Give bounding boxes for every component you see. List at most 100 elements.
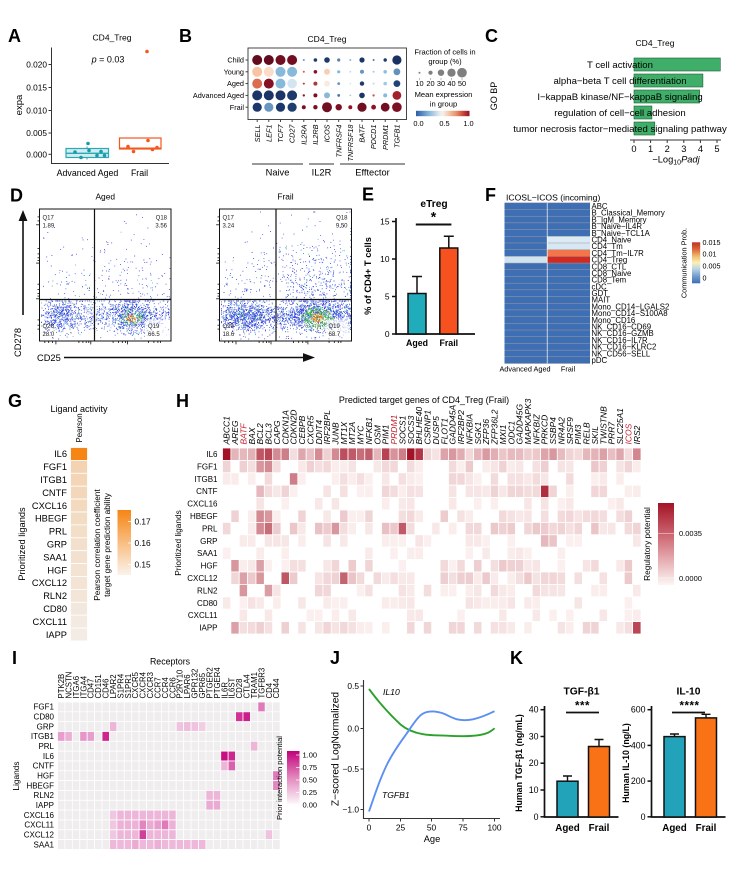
svg-text:Aged: Aged bbox=[662, 823, 687, 834]
svg-text:SLC25A1: SLC25A1 bbox=[615, 408, 625, 445]
svg-text:0: 0 bbox=[703, 274, 707, 283]
svg-text:regulation of cell−cell adhesi: regulation of cell−cell adhesion bbox=[554, 108, 685, 119]
svg-text:ODC1: ODC1 bbox=[506, 421, 516, 445]
svg-text:CD8_CTL: CD8_CTL bbox=[592, 262, 627, 271]
svg-text:0.0035: 0.0035 bbox=[679, 529, 702, 538]
svg-text:BHLHE40: BHLHE40 bbox=[414, 406, 424, 444]
svg-text:TGFB1: TGFB1 bbox=[382, 790, 410, 800]
svg-text:HGF: HGF bbox=[37, 772, 54, 781]
svg-text:CXCL16: CXCL16 bbox=[32, 501, 67, 511]
svg-text:30: 30 bbox=[437, 79, 445, 88]
svg-text:ICOSL−ICOS (incoming): ICOSL−ICOS (incoming) bbox=[506, 193, 600, 203]
svg-text:CSRNP1: CSRNP1 bbox=[423, 410, 433, 445]
svg-text:SOCS3: SOCS3 bbox=[406, 415, 416, 444]
svg-text:Q18: Q18 bbox=[336, 216, 348, 222]
svg-text:GADD45G: GADD45G bbox=[515, 403, 525, 444]
svg-text:*: * bbox=[431, 209, 437, 225]
svg-text:Advanced Aged: Advanced Aged bbox=[57, 168, 119, 178]
svg-text:3: 3 bbox=[681, 144, 686, 154]
svg-text:0: 0 bbox=[385, 329, 390, 339]
svg-text:CEBPB: CEBPB bbox=[297, 415, 307, 444]
svg-text:NK_CD16−IL7R: NK_CD16−IL7R bbox=[592, 336, 648, 345]
svg-text:0.0000: 0.0000 bbox=[679, 574, 702, 583]
svg-text:0.005: 0.005 bbox=[26, 128, 47, 138]
svg-text:SAA1: SAA1 bbox=[34, 840, 55, 849]
svg-text:Aged: Aged bbox=[555, 823, 580, 834]
svg-text:RELB: RELB bbox=[582, 422, 592, 445]
svg-text:IL2R: IL2R bbox=[312, 168, 332, 178]
svg-text:0.01: 0.01 bbox=[703, 250, 717, 259]
svg-text:IL6ST: IL6ST bbox=[228, 677, 237, 698]
svg-text:CD80: CD80 bbox=[197, 599, 218, 608]
svg-text:IRF2BP2: IRF2BP2 bbox=[456, 410, 466, 445]
svg-text:Human IL-10 (ng/L): Human IL-10 (ng/L) bbox=[621, 723, 631, 803]
svg-text:IL6: IL6 bbox=[54, 449, 67, 459]
svg-text:OSM: OSM bbox=[372, 424, 382, 444]
svg-text:Receptors: Receptors bbox=[150, 657, 191, 667]
svg-text:BATF: BATF bbox=[358, 124, 367, 143]
svg-text:20: 20 bbox=[529, 758, 539, 768]
svg-text:0.010: 0.010 bbox=[26, 106, 47, 116]
svg-text:68.7: 68.7 bbox=[329, 332, 341, 338]
svg-text:PRDM1: PRDM1 bbox=[381, 125, 390, 151]
svg-text:C: C bbox=[485, 26, 498, 46]
svg-text:PIM1: PIM1 bbox=[381, 424, 391, 444]
svg-text:Frail: Frail bbox=[440, 338, 459, 348]
svg-text:TWISTNB: TWISTNB bbox=[598, 406, 608, 445]
svg-text:CNTF: CNTF bbox=[33, 762, 54, 771]
svg-text:DDIT4: DDIT4 bbox=[314, 420, 324, 445]
svg-text:1.89: 1.89 bbox=[43, 224, 55, 230]
svg-text:expa: expa bbox=[14, 94, 25, 115]
svg-text:GPR132: GPR132 bbox=[191, 669, 200, 699]
svg-text:HBEGF: HBEGF bbox=[35, 514, 67, 524]
svg-text:I: I bbox=[12, 648, 17, 668]
svg-text:Aged: Aged bbox=[227, 79, 244, 88]
svg-text:FLOT1: FLOT1 bbox=[439, 418, 449, 445]
svg-text:MT1X: MT1X bbox=[339, 422, 349, 445]
svg-text:5: 5 bbox=[714, 144, 719, 154]
svg-text:B_Classical_Memory: B_Classical_Memory bbox=[592, 209, 665, 218]
svg-text:IAPP: IAPP bbox=[46, 630, 67, 640]
svg-text:SSBP4: SSBP4 bbox=[548, 417, 558, 445]
svg-text:LEF1: LEF1 bbox=[264, 125, 273, 142]
svg-text:CXCL16: CXCL16 bbox=[24, 811, 55, 820]
svg-text:NK_CD16−CD69: NK_CD16−CD69 bbox=[592, 323, 652, 332]
svg-text:ABCC1: ABCC1 bbox=[222, 416, 232, 446]
svg-text:TCF7: TCF7 bbox=[276, 124, 285, 143]
svg-text:10: 10 bbox=[415, 79, 423, 88]
svg-text:SAA1: SAA1 bbox=[197, 549, 218, 558]
svg-text:B_Naive−IL4R: B_Naive−IL4R bbox=[592, 222, 643, 231]
svg-text:CD4_Treg: CD4_Treg bbox=[636, 38, 675, 48]
svg-text:BAX: BAX bbox=[247, 427, 257, 444]
svg-text:Q20: Q20 bbox=[43, 324, 55, 330]
svg-text:66.5: 66.5 bbox=[148, 332, 160, 338]
svg-text:Mono_CD16: Mono_CD16 bbox=[592, 316, 636, 325]
svg-text:CTLA4: CTLA4 bbox=[243, 674, 252, 699]
svg-text:0.0: 0.0 bbox=[413, 119, 423, 128]
svg-text:10: 10 bbox=[380, 254, 390, 264]
svg-text:F: F bbox=[485, 185, 496, 205]
svg-text:CXCR5: CXCR5 bbox=[305, 415, 315, 444]
svg-text:FGF1: FGF1 bbox=[43, 462, 67, 472]
svg-text:JUNB: JUNB bbox=[331, 422, 341, 446]
svg-text:BATF: BATF bbox=[238, 423, 248, 445]
svg-text:GDT: GDT bbox=[592, 289, 609, 298]
svg-text:CNTF: CNTF bbox=[42, 488, 67, 498]
svg-text:PTGER2: PTGER2 bbox=[205, 667, 214, 698]
svg-text:CXCL12: CXCL12 bbox=[32, 578, 67, 588]
svg-text:0.000: 0.000 bbox=[26, 149, 47, 159]
svg-text:5: 5 bbox=[385, 292, 390, 302]
svg-text:CD4_Tm−IL7R: CD4_Tm−IL7R bbox=[592, 249, 645, 258]
svg-text:NK_CD56−SELL: NK_CD56−SELL bbox=[592, 349, 651, 358]
svg-text:25: 25 bbox=[396, 823, 406, 833]
svg-text:RLN2: RLN2 bbox=[34, 791, 55, 800]
svg-text:Efftector: Efftector bbox=[355, 168, 389, 178]
svg-text:T cell activation: T cell activation bbox=[587, 60, 653, 71]
svg-text:DUSP5: DUSP5 bbox=[431, 416, 441, 445]
svg-text:P2RY10: P2RY10 bbox=[176, 669, 185, 699]
svg-text:GPR65: GPR65 bbox=[198, 672, 207, 698]
svg-text:CD28: CD28 bbox=[235, 679, 244, 699]
svg-text:eTreg: eTreg bbox=[420, 199, 447, 210]
svg-text:CD44: CD44 bbox=[272, 678, 281, 699]
svg-text:Human TGF-β1 (ng/mL): Human TGF-β1 (ng/mL) bbox=[514, 714, 524, 812]
